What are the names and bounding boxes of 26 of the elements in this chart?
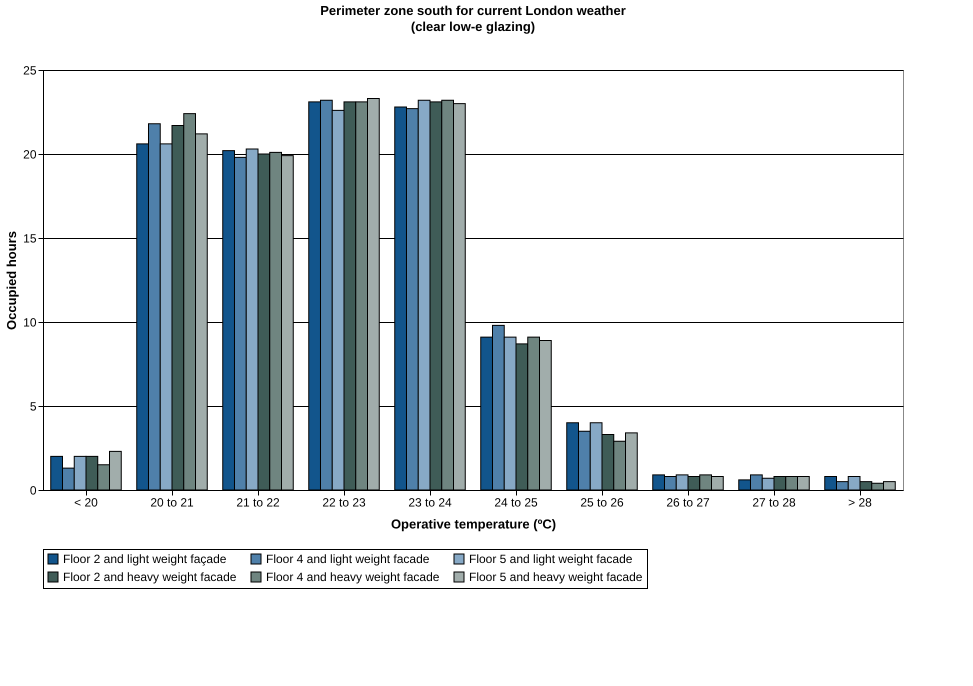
y-tick-label: 0 [30, 484, 37, 498]
y-tick-label: 10 [23, 316, 37, 330]
y-tick-label: 25 [23, 64, 37, 78]
x-tick-label: 22 to 23 [322, 496, 366, 510]
legend-label: Floor 2 and light weight façade [63, 552, 227, 566]
legend-label: Floor 4 and heavy weight facade [266, 570, 440, 584]
legend-label: Floor 4 and light weight facade [266, 552, 430, 566]
legend-label: Floor 2 and heavy weight facade [63, 570, 237, 584]
y-tick-label: 5 [30, 400, 37, 414]
x-tick-label: > 28 [848, 496, 872, 510]
legend-label: Floor 5 and heavy weight facade [469, 570, 643, 584]
x-tick-label: 23 to 24 [408, 496, 452, 510]
x-tick-label: 27 to 28 [752, 496, 796, 510]
y-tick-label: 20 [23, 148, 37, 162]
chart-title: Perimeter zone south for current London weather [320, 3, 626, 18]
x-tick-label: 26 to 27 [666, 496, 710, 510]
x-tick-label: < 20 [74, 496, 98, 510]
chart-subtitle: (clear low-e glazing) [410, 19, 536, 34]
x-tick-label: 24 to 25 [494, 496, 538, 510]
x-tick-label: 21 to 22 [236, 496, 280, 510]
y-axis-title: Occupied hours [4, 231, 20, 330]
x-tick-label: 25 to 26 [580, 496, 624, 510]
legend-label: Floor 5 and light weight facade [469, 552, 633, 566]
x-axis-title: Operative temperature (ºC) [390, 516, 556, 532]
y-tick-label: 15 [23, 232, 37, 246]
x-tick-label: 20 to 21 [150, 496, 194, 510]
